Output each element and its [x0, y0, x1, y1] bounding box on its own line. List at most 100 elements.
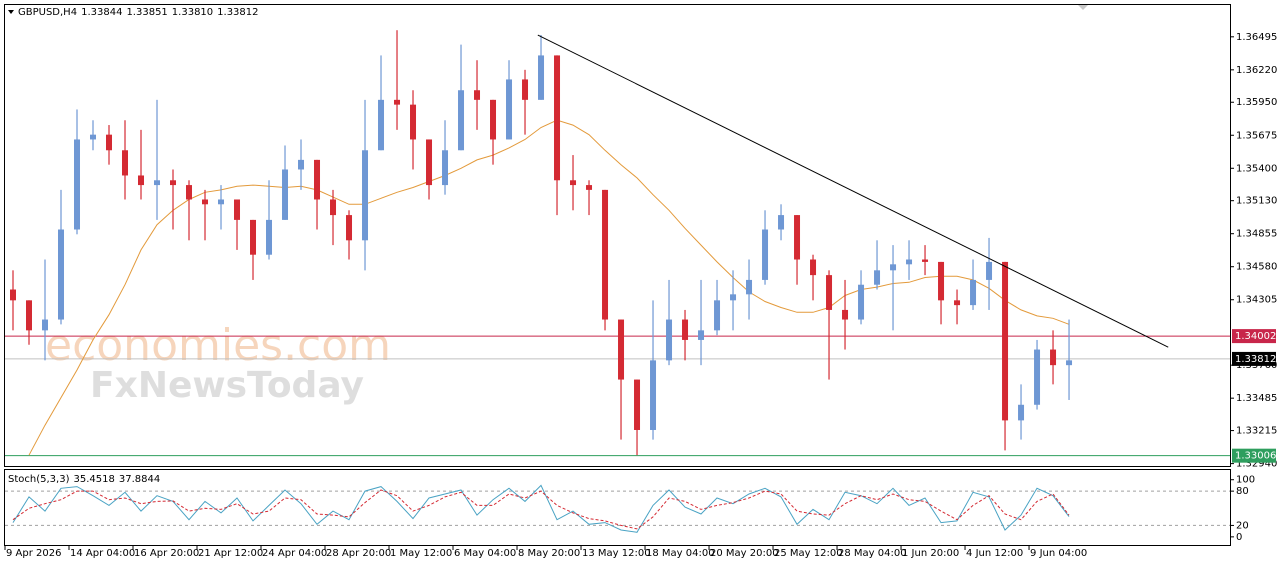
stoch-value: 35.4518 [73, 474, 114, 485]
candle-body [266, 219, 273, 255]
candle-body [730, 294, 737, 301]
x-tick-label: 20 May 20:00 [710, 548, 779, 559]
y-tick-label: 1.35400 [1236, 163, 1277, 174]
x-tick-label: 8 May 20:00 [518, 548, 580, 559]
price-level-tag [1232, 329, 1276, 344]
menu-arrow[interactable] [8, 10, 14, 14]
candle-body [122, 150, 129, 176]
candle-body [426, 139, 433, 186]
candle-body [874, 270, 881, 285]
candle-body [506, 79, 513, 140]
stoch-line [12, 489, 1070, 530]
candle-body [554, 55, 561, 181]
candle-body [890, 264, 897, 271]
stoch-header: Stoch(5,3,3) 35.4518 37.8844 [8, 474, 160, 485]
candle-body [26, 300, 33, 331]
stoch-tick-label: 20 [1236, 520, 1249, 531]
candle-body [698, 330, 705, 340]
candle-body [826, 275, 833, 310]
candle-body [170, 180, 177, 186]
chart-header: GBPUSD,H4 1.33844 1.33851 1.33810 1.33812 [18, 7, 259, 18]
quote-value: 1.33810 [172, 7, 213, 18]
y-tick-label: 1.35130 [1236, 196, 1277, 207]
candle-body [650, 360, 657, 430]
x-tick-label: 9 Apr 2026 [6, 548, 61, 559]
candle-body [410, 104, 417, 140]
trendline [537, 34, 1169, 348]
candle-body [970, 279, 977, 306]
symbol: GBPUSD,H4 [18, 7, 77, 18]
candle-body [666, 319, 673, 361]
x-tick-label: 16 Apr 20:00 [134, 548, 199, 559]
price-panel [4, 4, 1231, 467]
candle-body [202, 199, 209, 205]
x-tick-label: 1 Jun 20:00 [902, 548, 959, 559]
x-tick-label: 9 Jun 04:00 [1030, 548, 1087, 559]
shift-marker [1078, 5, 1088, 10]
candle-body [634, 379, 641, 430]
candle-body [986, 261, 993, 280]
candle-body [1066, 360, 1073, 366]
candle-body [746, 279, 753, 295]
candle-body [842, 309, 849, 320]
candle-body [1018, 404, 1025, 421]
y-tick-label: 1.34305 [1236, 295, 1277, 306]
y-tick-label: 1.34855 [1236, 229, 1277, 240]
y-tick-label: 1.35950 [1236, 97, 1277, 108]
candle-body [778, 215, 785, 230]
candle-body [1034, 349, 1041, 405]
candle-body [682, 319, 689, 340]
x-tick-label: 1 May 12:00 [390, 548, 452, 559]
quote-value: 1.33812 [217, 7, 258, 18]
candle-body [298, 159, 305, 170]
candle-body [858, 284, 865, 320]
price-level-tag [1232, 448, 1276, 463]
x-tick-label: 4 Jun 12:00 [966, 548, 1023, 559]
candle-body [602, 189, 609, 320]
x-tick-label: 18 May 04:00 [646, 548, 715, 559]
y-tick-label: 1.36495 [1236, 32, 1277, 43]
x-tick-label: 13 May 12:00 [582, 548, 651, 559]
candle-body [42, 319, 49, 331]
candle-body [58, 229, 65, 320]
x-tick-label: 14 Apr 04:00 [70, 548, 135, 559]
candle-body [522, 79, 529, 100]
y-tick-label: 1.35675 [1236, 130, 1277, 141]
candle-body [810, 259, 817, 276]
candle-body [218, 199, 225, 205]
candle-body [442, 150, 449, 186]
candle-body [10, 289, 17, 301]
stoch-name: Stoch(5,3,3) [8, 474, 70, 485]
x-tick-label: 25 May 12:00 [774, 548, 843, 559]
candle-body [250, 219, 257, 255]
candle-body [586, 185, 593, 190]
price-level-tag [1232, 351, 1276, 366]
quote-value: 1.33851 [126, 7, 167, 18]
candle-body [154, 180, 161, 186]
candle-body [538, 55, 545, 100]
candle-body [938, 261, 945, 301]
quote-value: 1.33844 [81, 7, 122, 18]
candle-body [106, 134, 113, 151]
stoch-panel [4, 469, 1231, 546]
candle-body [714, 300, 721, 331]
candle-body [74, 139, 81, 230]
candle-body [922, 259, 929, 262]
candle-body [906, 259, 913, 265]
x-tick-label: 24 Apr 04:00 [262, 548, 327, 559]
candle-body [618, 319, 625, 380]
stoch-line [12, 484, 1070, 533]
y-tick-label: 1.36220 [1236, 65, 1277, 76]
candle-body [362, 150, 369, 241]
y-tick-label: 1.32940 [1236, 459, 1277, 470]
x-tick-label: 21 Apr 12:00 [198, 548, 263, 559]
candle-body [474, 90, 481, 100]
watermark: economies.com [45, 320, 391, 371]
candle-body [314, 159, 321, 200]
candle-body [1002, 261, 1009, 421]
y-tick-label: 1.34580 [1236, 262, 1277, 273]
stoch-tick-label: 100 [1236, 475, 1255, 486]
candle-body [346, 215, 353, 241]
candle-body [90, 134, 97, 140]
